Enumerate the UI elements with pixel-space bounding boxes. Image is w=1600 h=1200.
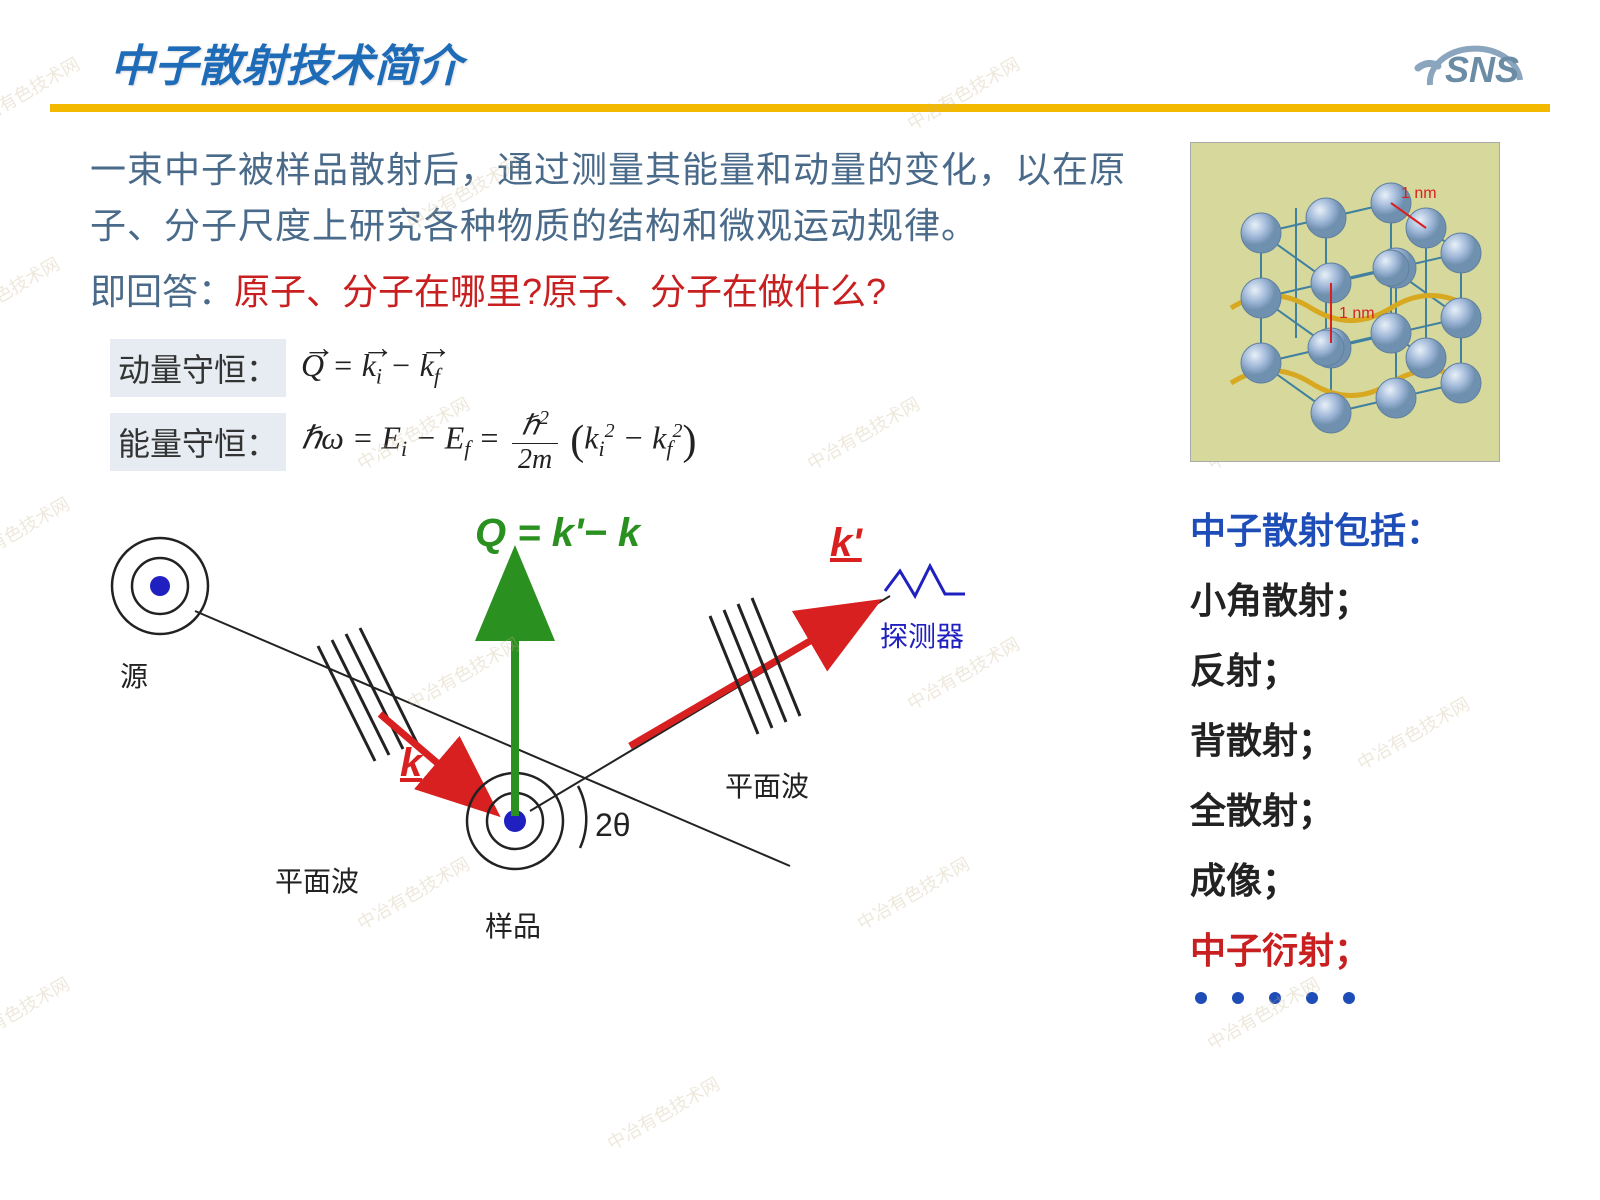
energy-label: 能量守恒： <box>110 413 286 471</box>
momentum-formula: →Q = →ki − →kf <box>301 347 440 389</box>
kprime-label: k' <box>830 521 863 565</box>
page-title: 中子散射技术简介 <box>50 30 1550 94</box>
watermark: 中冶有色技术网 <box>602 1070 724 1156</box>
question-line: 即回答：原子、分子在哪里?原子、分子在做什么? <box>90 264 1160 320</box>
dot-icon <box>1343 992 1355 1004</box>
question-red-text: 原子、分子在哪里?原子、分子在做什么? <box>234 271 886 312</box>
lattice-dim-1: 1 nm <box>1401 185 1437 202</box>
momentum-label: 动量守恒： <box>110 339 286 397</box>
momentum-conservation-row: 动量守恒： →Q = →ki − →kf <box>110 339 1160 397</box>
dot-icon <box>1269 992 1281 1004</box>
sns-logo: SNS <box>1410 30 1540 105</box>
intro-paragraph: 一束中子被样品散射后，通过测量其能量和动量的变化，以在原子、分子尺度上研究各种物… <box>90 142 1160 254</box>
list-item-5: 中子衍射； <box>1190 922 1510 974</box>
list-item-3: 全散射； <box>1190 782 1510 834</box>
scattering-types-list: 中子散射包括： 小角散射； 反射； 背散射； 全散射； 成像； 中子衍射； <box>1190 502 1510 1004</box>
list-item-1: 反射； <box>1190 642 1510 694</box>
detector-label: 探测器 <box>880 621 964 652</box>
sample-label: 样品 <box>485 911 541 942</box>
lattice-dim-2: 1 nm <box>1339 305 1375 322</box>
svg-text:SNS: SNS <box>1445 49 1519 90</box>
q-equation: Q = k'− k <box>475 511 642 555</box>
planewave-left-label: 平面波 <box>275 866 359 897</box>
scattering-diagram: 源 平面波 k <box>70 496 1160 1001</box>
list-item-4: 成像； <box>1190 852 1510 904</box>
list-item-0: 小角散射； <box>1190 572 1510 624</box>
k-label: k <box>400 741 424 785</box>
energy-formula: ℏω = Ei − Ef = ℏ22m (ki2 − kf2) <box>301 407 696 475</box>
list-item-2: 背散射； <box>1190 712 1510 764</box>
ellipsis-dots <box>1190 992 1510 1004</box>
energy-conservation-row: 能量守恒： ℏω = Ei − Ef = ℏ22m (ki2 − kf2) <box>110 407 1160 475</box>
question-prefix: 即回答： <box>90 271 234 312</box>
dot-icon <box>1232 992 1244 1004</box>
dot-icon <box>1306 992 1318 1004</box>
crystal-lattice-diagram: 1 nm 1 nm <box>1190 142 1500 462</box>
list-title: 中子散射包括： <box>1190 502 1510 554</box>
title-divider <box>50 104 1550 112</box>
source-label: 源 <box>120 661 148 692</box>
angle-label: 2θ <box>595 807 631 843</box>
dot-icon <box>1195 992 1207 1004</box>
planewave-right-label: 平面波 <box>725 771 809 802</box>
